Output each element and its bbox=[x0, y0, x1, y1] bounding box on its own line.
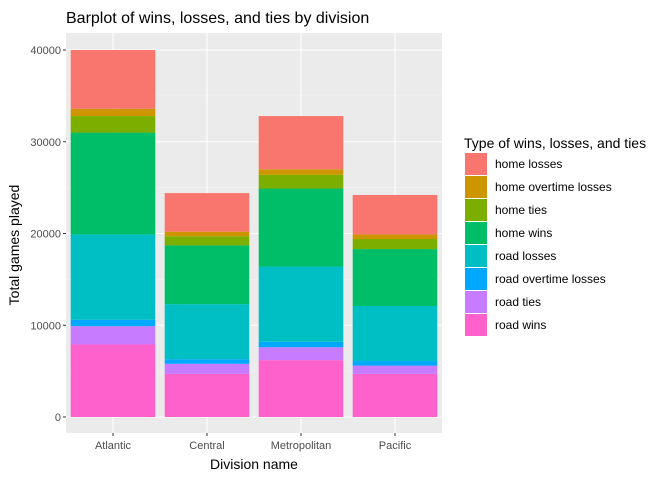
bar-segment bbox=[164, 304, 250, 360]
bar-segment bbox=[258, 188, 344, 267]
bar-segment bbox=[352, 249, 438, 306]
bar-segment bbox=[164, 231, 250, 237]
bar-segment bbox=[164, 236, 250, 246]
x-axis-title: Division name bbox=[210, 456, 298, 472]
legend-key bbox=[465, 268, 487, 290]
bar-segment bbox=[164, 193, 250, 232]
bar-segment bbox=[164, 363, 250, 374]
bar-segment bbox=[70, 319, 156, 327]
bar-segment bbox=[70, 108, 156, 117]
legend-key bbox=[465, 291, 487, 313]
bar-segment bbox=[164, 373, 250, 417]
bar-segment bbox=[258, 341, 344, 348]
bar-segment bbox=[70, 50, 156, 109]
x-axis-ticks: Atlantic Central Metropolitan Pacific bbox=[95, 433, 412, 452]
bar-segment bbox=[258, 347, 344, 361]
legend-key bbox=[465, 222, 487, 244]
bar-segment bbox=[352, 194, 438, 235]
bar-segment bbox=[258, 266, 344, 342]
legend: home losses home overtime losses home ties… bbox=[465, 153, 612, 336]
bar-segment bbox=[352, 305, 438, 362]
bar-segment bbox=[258, 116, 344, 170]
legend-label: road overtime losses bbox=[495, 272, 606, 286]
bar-segment bbox=[352, 239, 438, 250]
legend-title: Type of wins, losses, and ties bbox=[464, 135, 646, 151]
bar-segment bbox=[258, 169, 344, 175]
legend-label: road wins bbox=[495, 318, 546, 332]
y-tick-label: 10000 bbox=[30, 320, 61, 332]
legend-label: home overtime losses bbox=[495, 180, 612, 194]
y-tick-label: 0 bbox=[55, 412, 61, 424]
legend-key bbox=[465, 176, 487, 198]
legend-key bbox=[465, 245, 487, 267]
legend-label: road ties bbox=[495, 295, 541, 309]
x-tick-label: Atlantic bbox=[95, 440, 132, 452]
bar-segment bbox=[70, 116, 156, 133]
legend-label: road losses bbox=[495, 249, 556, 263]
legend-label: home losses bbox=[495, 157, 562, 171]
bar-segment bbox=[70, 326, 156, 345]
legend-label: home ties bbox=[495, 203, 547, 217]
legend-label: home wins bbox=[495, 226, 552, 240]
bar-segment bbox=[70, 344, 156, 417]
x-tick-label: Central bbox=[189, 440, 224, 452]
y-tick-label: 30000 bbox=[30, 137, 61, 149]
bar-segment bbox=[164, 245, 250, 305]
x-tick-label: Metropolitan bbox=[271, 440, 332, 452]
legend-key bbox=[465, 314, 487, 336]
bar-segment bbox=[164, 359, 250, 364]
bar-segment bbox=[70, 132, 156, 235]
bar-segment bbox=[70, 234, 156, 320]
legend-key bbox=[465, 199, 487, 221]
bar-segment bbox=[352, 361, 438, 366]
bars bbox=[70, 50, 438, 417]
bar-segment bbox=[352, 234, 438, 240]
y-axis-title: Total games played bbox=[6, 185, 22, 306]
y-tick-label: 40000 bbox=[30, 45, 61, 57]
legend-key bbox=[465, 153, 487, 175]
chart-title: Barplot of wins, losses, and ties by div… bbox=[66, 10, 369, 27]
y-tick-label: 20000 bbox=[30, 229, 61, 241]
y-axis-ticks: 0 10000 20000 30000 40000 bbox=[30, 45, 66, 424]
bar-segment bbox=[352, 373, 438, 417]
x-tick-label: Pacific bbox=[379, 440, 412, 452]
bar-segment bbox=[258, 174, 344, 189]
bar-segment bbox=[352, 365, 438, 374]
bar-segment bbox=[258, 360, 344, 417]
